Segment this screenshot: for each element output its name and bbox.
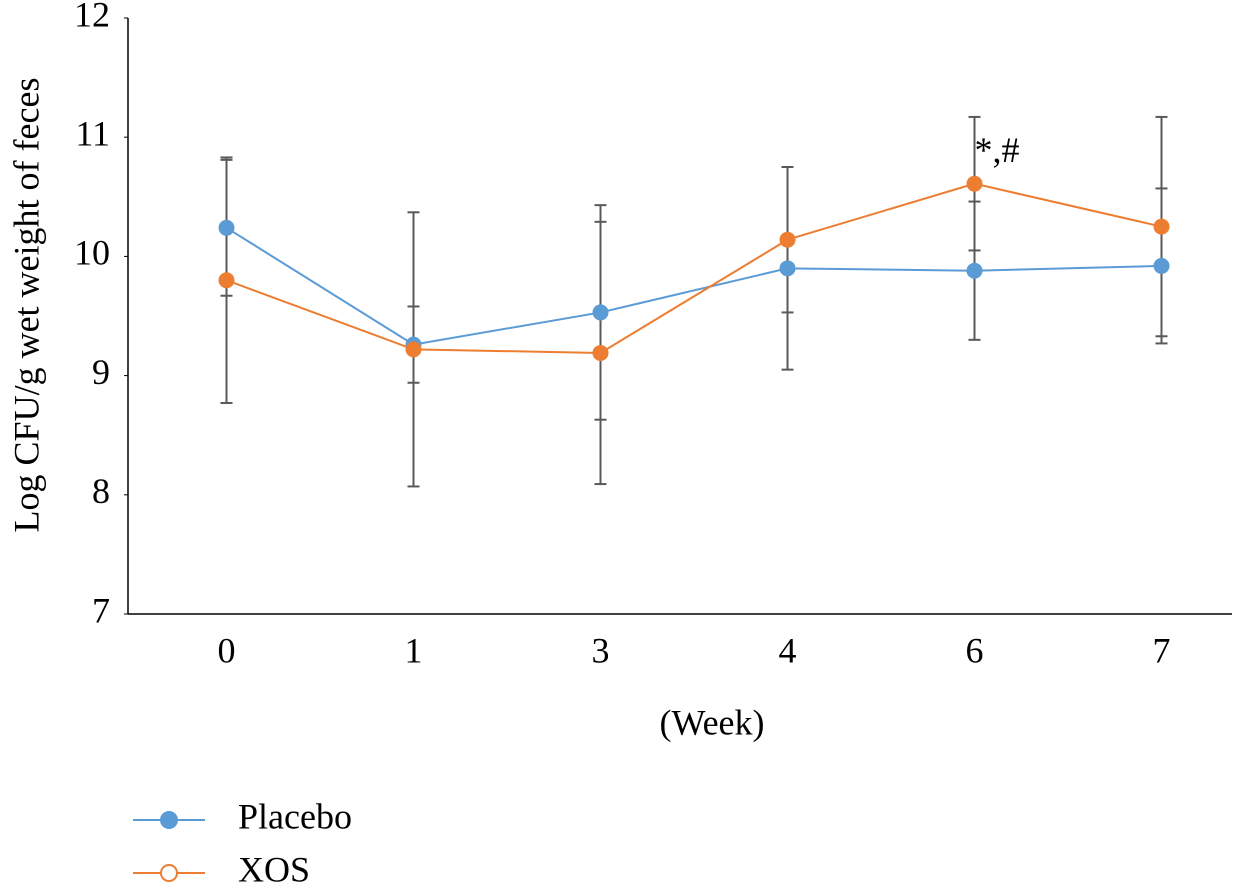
point — [405, 341, 422, 358]
y-axis-label: Log CFU/g wet weight of feces — [6, 78, 46, 533]
y-tick-label: 12 — [74, 0, 110, 34]
point — [218, 272, 235, 289]
y-tick-label: 9 — [92, 352, 110, 392]
x-tick-label: 6 — [966, 630, 984, 670]
y-tick-label: 10 — [74, 233, 110, 273]
point — [1153, 218, 1170, 235]
point — [779, 231, 796, 248]
point — [966, 175, 983, 192]
legend-marker — [160, 864, 178, 882]
legend-label: Placebo — [238, 796, 352, 836]
series-line — [226, 182, 1162, 354]
x-tick-label: 7 — [1153, 630, 1171, 670]
point — [218, 219, 235, 236]
x-tick-label: 0 — [218, 630, 236, 670]
legend-label: XOS — [238, 849, 310, 889]
point — [592, 344, 609, 361]
point — [592, 304, 609, 321]
series-line — [225, 226, 1162, 346]
point — [779, 260, 796, 277]
x-tick-label: 4 — [779, 630, 797, 670]
x-tick-label: 3 — [592, 630, 610, 670]
x-tick-label: 1 — [405, 630, 423, 670]
legend-marker — [160, 811, 178, 829]
point — [966, 262, 983, 279]
point — [1153, 257, 1170, 274]
y-tick-label: 7 — [92, 590, 110, 630]
x-axis-label: (Week) — [659, 702, 764, 742]
annotation: *,# — [975, 130, 1020, 170]
y-tick-label: 8 — [92, 471, 110, 511]
y-tick-label: 11 — [75, 113, 110, 153]
